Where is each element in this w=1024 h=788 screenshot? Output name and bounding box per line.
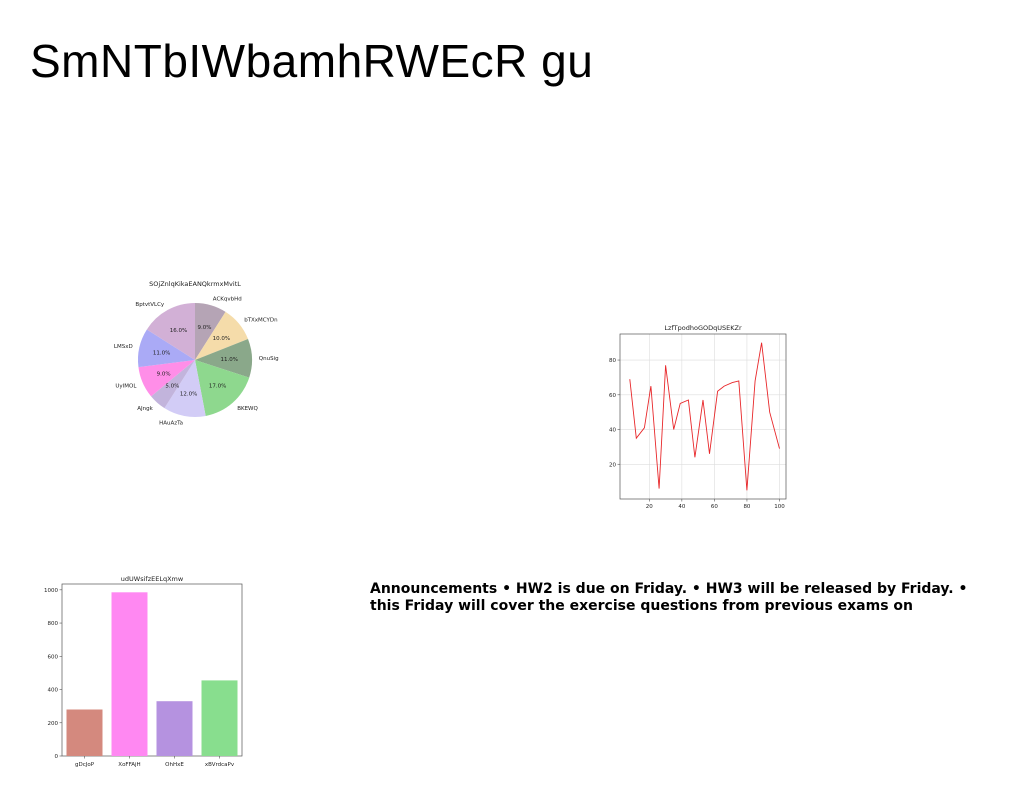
pie-category-label: HAuAzTa	[159, 421, 183, 427]
bar	[111, 592, 148, 756]
line-y-tick-label: 60	[609, 393, 616, 399]
bar-y-tick-label: 0	[55, 754, 59, 760]
pie-category-label: bTXxMCYDn	[244, 317, 278, 323]
pie-category-label: AJngk	[137, 406, 153, 412]
bar-x-tick-label: xBVrdcaPv	[205, 762, 235, 768]
pie-chart: SOjZnlqKikaEANQkrmxMvitL 9.0% ACKqvbHd 10.0…	[114, 280, 279, 427]
pie-category-label: BptvtVLCy	[135, 302, 164, 308]
bar-x-tick-label: gDcJoP	[75, 762, 95, 768]
pie-category-label: ACKqvbHd	[213, 297, 242, 303]
announcement-text: Announcements • HW2 is due on Friday. • …	[370, 581, 968, 614]
pie-slice	[195, 303, 226, 360]
line-chart: LzfTpodhoGODqUSEKZr 20 40 60 80 100 20 40 60 80	[609, 324, 787, 510]
pie-percent-label: 5.0%	[165, 384, 179, 390]
bar-y-tick-label: 800	[48, 621, 59, 627]
bar-chart: udUWsifzEELqXmw 0 200 400 600 800 1000 gDcJoP Xo…	[44, 575, 243, 768]
pie-slice	[195, 339, 252, 378]
bar-y-tick-label: 600	[48, 654, 59, 660]
line-x-tick-label: 80	[743, 504, 750, 510]
line-y-tick-label: 40	[609, 428, 616, 434]
bar	[66, 709, 103, 756]
bar-y-tick-label: 400	[48, 688, 59, 694]
bar-x-tick-label: OhHxE	[165, 762, 184, 768]
line-x-tick-label: 100	[774, 504, 785, 510]
pie-category-label: LMSxD	[114, 344, 133, 350]
pie-slice	[164, 360, 206, 418]
pie-slice	[195, 360, 250, 416]
pie-category-label: BKEWQ	[237, 406, 258, 412]
pie-percent-label: 9.0%	[157, 372, 171, 378]
bar-y-tick-label: 200	[48, 721, 59, 727]
line-y-tick-label: 20	[609, 462, 616, 468]
line-y-tick-label: 80	[609, 358, 616, 364]
pie-percent-label: 17.0%	[209, 384, 226, 390]
pie-category-label: UyIMOL	[115, 383, 137, 389]
pie-slice	[138, 360, 195, 397]
pie-category-label: QnuSig	[259, 356, 279, 362]
pie-percent-label: 16.0%	[170, 328, 187, 334]
pie-slice	[146, 303, 195, 360]
pie-slice	[195, 311, 248, 360]
pie-percent-label: 11.0%	[153, 351, 170, 357]
pie-percent-label: 11.0%	[220, 357, 237, 363]
bar	[156, 701, 193, 756]
pie-title: SOjZnlqKikaEANQkrmxMvitL	[149, 280, 241, 288]
line-title: LzfTpodhoGODqUSEKZr	[664, 324, 742, 332]
bar-y-tick-label: 1000	[44, 588, 58, 594]
bar-plot-frame	[61, 583, 243, 757]
bar-x-tick-label: XoFFAjH	[118, 762, 140, 768]
line-x-tick-label: 40	[678, 504, 685, 510]
pie-slice	[138, 329, 195, 368]
bar	[201, 680, 238, 756]
bar-title: udUWsifzEELqXmw	[121, 575, 184, 583]
pie-percent-label: 9.0%	[198, 325, 212, 331]
slide-title: SmNTbIWbamhRWEcR gu	[30, 35, 594, 87]
line-x-tick-label: 60	[711, 504, 718, 510]
line-series	[629, 342, 780, 491]
line-plot-frame	[619, 333, 787, 500]
pie-percent-label: 12.0%	[180, 392, 197, 398]
line-x-tick-label: 20	[646, 504, 653, 510]
pie-percent-label: 10.0%	[213, 336, 230, 342]
pie-slice	[151, 360, 195, 409]
